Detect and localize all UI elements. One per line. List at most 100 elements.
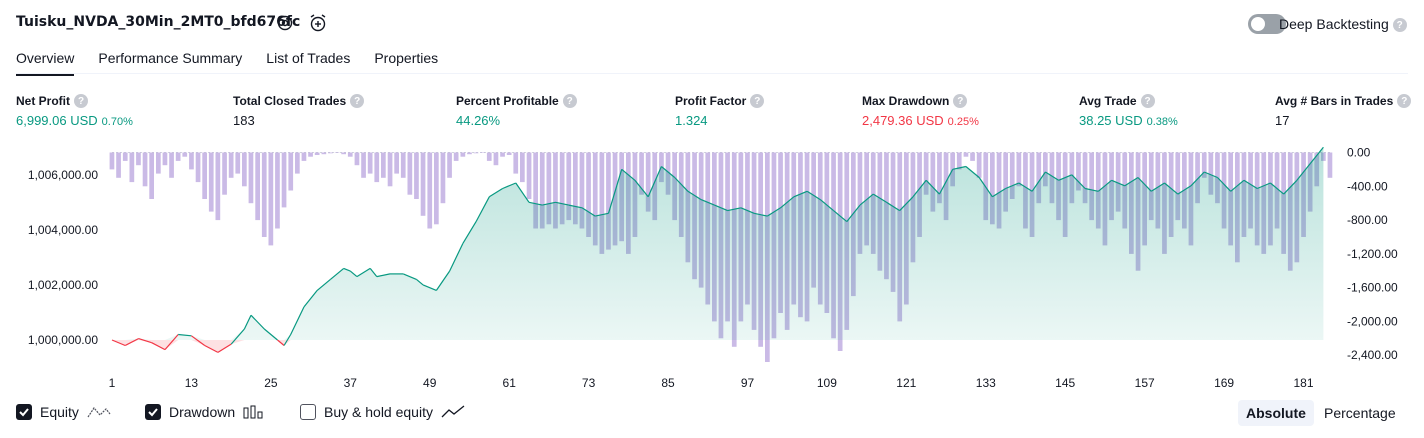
metric-value: 38.25 USD	[1079, 113, 1143, 128]
drawdown-checkbox[interactable]	[145, 404, 161, 420]
drawdown-bar	[964, 153, 969, 157]
drawdown-bar	[229, 153, 234, 178]
drawdown-bar	[282, 153, 287, 208]
metric-percent-profitable: Percent Profitable? 44.26%	[456, 94, 577, 128]
drawdown-bar	[454, 153, 459, 161]
equity-checkbox[interactable]	[16, 404, 32, 420]
drawdown-bar	[123, 153, 128, 161]
drawdown-bar	[302, 153, 307, 161]
metric-percent: 0.25%	[948, 116, 979, 128]
drawdown-bar	[209, 153, 214, 212]
metric-value: 6,999.06 USD	[16, 113, 98, 128]
drawdown-bar	[461, 153, 466, 157]
right-axis-tick: -400.00	[1347, 179, 1388, 193]
drawdown-bar	[467, 153, 472, 155]
metric-value: 17	[1275, 113, 1289, 128]
x-axis-tick: 73	[582, 376, 596, 390]
buy-hold-checkbox[interactable]	[300, 404, 316, 420]
info-icon[interactable]: ?	[350, 94, 364, 108]
drawdown-bar	[315, 153, 320, 156]
metric-label: Max Drawdown	[862, 94, 949, 108]
alarm-clock-plus-icon[interactable]	[308, 13, 328, 33]
x-axis-tick: 169	[1214, 376, 1234, 390]
tab-divider	[16, 73, 1408, 74]
x-axis-tick: 145	[1055, 376, 1075, 390]
drawdown-bar	[487, 153, 492, 161]
left-axis-tick: 1,002,000.00	[28, 278, 98, 292]
drawdown-bar	[176, 153, 181, 161]
bar-chart-icon	[243, 405, 263, 419]
gear-icon[interactable]	[275, 13, 295, 33]
equity-area	[112, 147, 1323, 340]
info-icon[interactable]: ?	[750, 94, 764, 108]
equity-line-icon	[87, 405, 111, 419]
metric-label: Avg # Bars in Trades	[1275, 94, 1393, 108]
right-axis-tick: -1,200.00	[1347, 247, 1398, 261]
drawdown-bar	[381, 153, 386, 178]
percentage-button[interactable]: Percentage	[1316, 400, 1404, 426]
x-axis-tick: 49	[423, 376, 437, 390]
metric-label: Profit Factor	[675, 94, 746, 108]
deep-backtesting-label: Deep Backtesting?	[1279, 16, 1407, 32]
metric-value: 44.26%	[456, 113, 500, 128]
strategy-name: Tuisku_NVDA_30Min_2MT0_bfd676fc	[16, 14, 300, 30]
drawdown-bar	[288, 153, 293, 191]
x-axis-tick: 181	[1293, 376, 1313, 390]
tab-list-of-trades[interactable]: List of Trades	[266, 46, 350, 76]
x-axis-tick: 37	[344, 376, 358, 390]
drawdown-bar	[182, 153, 187, 157]
equity-label: Equity	[40, 404, 79, 420]
drawdown-bar	[262, 153, 267, 238]
drawdown-bar	[202, 153, 207, 200]
drawdown-bar	[480, 153, 485, 154]
legend-buy-hold[interactable]: Buy & hold equity	[300, 404, 465, 420]
metric-label: Total Closed Trades	[233, 94, 346, 108]
drawdown-bar	[335, 153, 340, 154]
drawdown-bar	[328, 153, 333, 154]
tab-performance-summary[interactable]: Performance Summary	[98, 46, 242, 76]
legend-equity[interactable]: Equity	[16, 404, 111, 420]
tab-bar: Overview Performance Summary List of Tra…	[16, 46, 462, 76]
toggle-knob	[1251, 17, 1265, 31]
drawdown-bar	[196, 153, 201, 183]
drawdown-bar	[169, 153, 174, 178]
drawdown-bar	[408, 153, 413, 195]
info-icon[interactable]: ?	[74, 94, 88, 108]
right-axis-tick: -800.00	[1347, 213, 1388, 227]
drawdown-bar	[500, 153, 505, 157]
drawdown-bar	[249, 153, 254, 204]
x-axis-tick: 13	[185, 376, 199, 390]
info-icon[interactable]: ?	[953, 94, 967, 108]
equity-chart[interactable]: 1,006,000.00 1,004,000.00 1,002,000.00 1,00…	[0, 140, 1424, 396]
x-axis-tick: 85	[661, 376, 675, 390]
metric-max-drawdown: Max Drawdown? 2,479.36 USD 0.25%	[862, 94, 979, 128]
metric-value: 1.324	[675, 113, 708, 128]
drawdown-bar	[222, 153, 227, 195]
legend-drawdown[interactable]: Drawdown	[145, 404, 263, 420]
right-axis-tick: -1,600.00	[1347, 281, 1398, 295]
x-axis-tick: 157	[1135, 376, 1155, 390]
metric-total-closed-trades: Total Closed Trades? 183	[233, 94, 364, 128]
metric-avg-trade: Avg Trade? 38.25 USD 0.38%	[1079, 94, 1178, 128]
drawdown-bar	[156, 153, 161, 174]
metric-value: 183	[233, 113, 255, 128]
drawdown-bar	[957, 153, 962, 170]
drawdown-bar	[322, 153, 327, 155]
tab-overview[interactable]: Overview	[16, 46, 74, 76]
tab-properties[interactable]: Properties	[374, 46, 438, 76]
drawdown-bar	[295, 153, 300, 174]
drawdown-bar	[447, 153, 452, 178]
info-icon[interactable]: ?	[1141, 94, 1155, 108]
drawdown-bar	[355, 153, 360, 166]
drawdown-bar	[348, 153, 353, 157]
help-icon[interactable]: ?	[1393, 18, 1407, 32]
metric-profit-factor: Profit Factor? 1.324	[675, 94, 764, 128]
info-icon[interactable]: ?	[1397, 94, 1411, 108]
info-icon[interactable]: ?	[563, 94, 577, 108]
absolute-button[interactable]: Absolute	[1238, 400, 1314, 426]
drawdown-bar	[414, 153, 419, 200]
drawdown-bar	[421, 153, 426, 216]
deep-backtesting-text: Deep Backtesting	[1279, 16, 1389, 32]
drawdown-bar	[434, 153, 439, 225]
drawdown-bar	[242, 153, 247, 187]
